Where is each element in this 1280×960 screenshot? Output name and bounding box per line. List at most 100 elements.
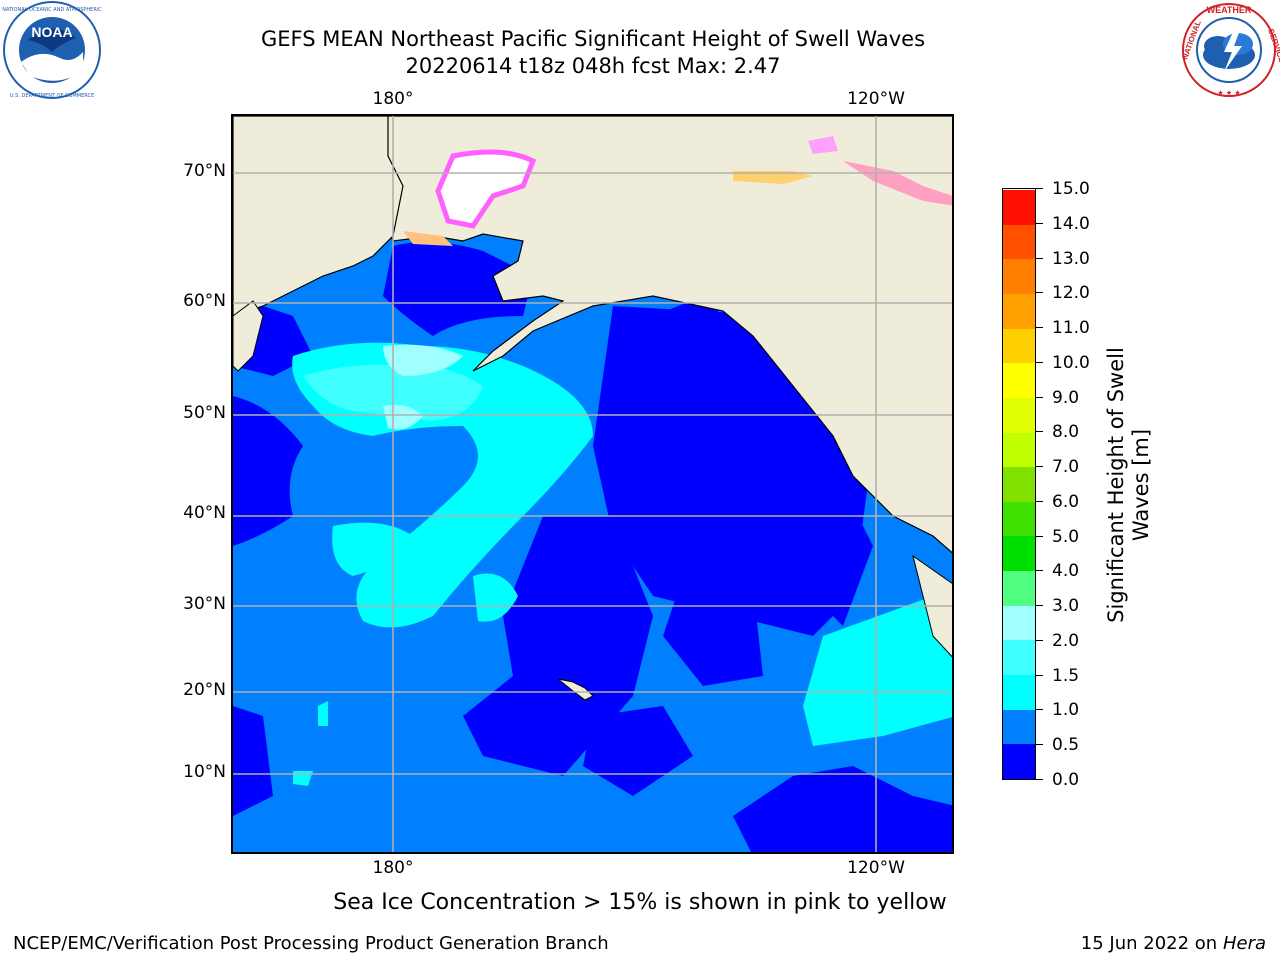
lon-label-180-top: 180° (372, 89, 414, 109)
moderate-swell-region (292, 342, 593, 628)
sea-ice-edge (403, 231, 453, 246)
swell-height-map (231, 114, 954, 854)
colorbar-band (1003, 605, 1035, 641)
colorbar-tick-label: 3.0 (1052, 596, 1080, 617)
sea-ice-note-text: Sea Ice Concentration > 15% is shown in … (333, 890, 947, 915)
colorbar-band (1003, 189, 1035, 225)
colorbar-band (1003, 258, 1035, 294)
colorbar-tick-label: 4.0 (1052, 561, 1080, 582)
colorbar-tick (1036, 779, 1043, 780)
colorbar-tick (1036, 292, 1043, 294)
moderate-swell-region (803, 587, 952, 746)
sea-ice-edge (843, 161, 952, 206)
colorbar-tick (1036, 709, 1043, 711)
chart-subtitle: 20220614 t18z 048h fcst Max: 2.47 (405, 54, 781, 78)
colorbar-band (1003, 397, 1035, 433)
credit-text: NCEP/EMC/Verification Post Processing Pr… (13, 933, 609, 954)
svg-text:NOAA: NOAA (31, 24, 72, 40)
colorbar-title: Significant Height of Swell Waves [m] (1104, 347, 1153, 623)
noaa-logo: NOAA NATIONAL OCEANIC AND ATMOSPHERIC U.… (2, 1, 102, 99)
colorbar-tick-label: 6.0 (1052, 491, 1080, 512)
low-swell-region (463, 516, 653, 776)
colorbar-tick-label: 9.0 (1052, 387, 1080, 408)
colorbar-band (1003, 639, 1035, 676)
date-text: 15 Jun 2022 on (1080, 933, 1218, 954)
colorbar-tick (1036, 361, 1043, 363)
colorbar-band (1003, 535, 1035, 572)
lat-label-10n: 10°N (183, 762, 226, 782)
low-swell-region (663, 576, 763, 686)
colorbar-band (1003, 293, 1035, 329)
colorbar-tick-label: 11.0 (1052, 318, 1090, 339)
colorbar-band (1003, 362, 1035, 398)
colorbar-band (1003, 570, 1035, 606)
lon-label-180-bottom: 180° (372, 858, 414, 878)
colorbar-tick (1036, 396, 1043, 398)
colorbar-band (1003, 709, 1035, 745)
low-swell-region (653, 296, 753, 396)
svg-text:WEATHER: WEATHER (1207, 5, 1252, 15)
colorbar-tick-label: 5.0 (1052, 526, 1080, 547)
colorbar-tick (1036, 570, 1043, 572)
colorbar-tick (1036, 327, 1043, 329)
colorbar-band (1003, 432, 1035, 468)
lat-label-30n: 30°N (183, 594, 226, 614)
sea-ice-edge (733, 171, 813, 184)
moderate-swell-region (473, 573, 518, 622)
colorbar-band (1003, 466, 1035, 502)
moderate-swell-region (318, 701, 328, 726)
map-field (233, 116, 952, 852)
colorbar-tick (1036, 188, 1043, 189)
svg-text:NATIONAL OCEANIC AND ATMOSPHER: NATIONAL OCEANIC AND ATMOSPHERIC (2, 7, 102, 13)
chart-title: GEFS MEAN Northeast Pacific Significant … (260, 27, 926, 51)
low-swell-region (763, 446, 873, 626)
lat-label-20n: 20°N (183, 680, 226, 700)
colorbar-tick-label: 1.0 (1052, 700, 1080, 721)
colorbar (1002, 188, 1036, 780)
colorbar-band (1003, 501, 1035, 537)
nws-logo: WEATHER NATIONAL SERVICE ★ ★ ★ (1180, 3, 1280, 97)
sea-ice-edge (808, 136, 838, 154)
colorbar-tick-label: 0.5 (1052, 735, 1080, 756)
low-swell-region (233, 706, 273, 816)
colorbar-tick-label: 14.0 (1052, 213, 1090, 234)
colorbar-tick (1036, 431, 1043, 433)
machine-name: Hera (1222, 933, 1266, 954)
kamchatka-landmass (233, 300, 264, 372)
low-swell-region (233, 396, 303, 546)
colorbar-tick-label: 0.0 (1052, 770, 1080, 790)
colorbar-tick (1036, 674, 1043, 676)
colorbar-band (1003, 674, 1035, 710)
colorbar-tick-label: 7.0 (1052, 457, 1080, 478)
colorbar-tick (1036, 466, 1043, 468)
colorbar-band (1003, 328, 1035, 364)
colorbar-tick-label: 15.0 (1052, 179, 1090, 199)
colorbar-tick-label: 10.0 (1052, 352, 1090, 373)
lon-label-120w-bottom: 120°W (847, 858, 905, 878)
svg-text:★ ★ ★: ★ ★ ★ (1217, 89, 1240, 97)
colorbar-tick (1036, 257, 1043, 259)
colorbar-tick-label: 13.0 (1052, 248, 1090, 269)
colorbar-tick-label: 2.0 (1052, 630, 1080, 651)
graticule (233, 116, 952, 852)
lat-label-60n: 60°N (183, 291, 226, 311)
colorbar-tick-label: 12.0 (1052, 283, 1090, 304)
sea-ice-edge (435, 149, 537, 229)
peak-swell-region (383, 344, 463, 376)
lat-label-50n: 50°N (183, 403, 226, 423)
colorbar-tick (1036, 535, 1043, 537)
low-swell-region (383, 242, 533, 336)
colorbar-tick (1036, 500, 1043, 502)
lon-label-120w-top: 120°W (847, 89, 905, 109)
colorbar-tick (1036, 605, 1043, 607)
date-stamp: 15 Jun 2022 on Hera (1081, 933, 1266, 954)
low-swell-region (733, 766, 952, 852)
colorbar-tick (1036, 744, 1043, 746)
colorbar-band (1003, 224, 1035, 260)
lat-label-70n: 70°N (183, 161, 226, 181)
colorbar-band (1003, 743, 1035, 779)
lat-label-40n: 40°N (183, 503, 226, 523)
colorbar-tick (1036, 222, 1043, 224)
hawaii-islands (557, 678, 594, 701)
svg-text:U.S. DEPARTMENT OF COMMERCE: U.S. DEPARTMENT OF COMMERCE (10, 93, 94, 99)
